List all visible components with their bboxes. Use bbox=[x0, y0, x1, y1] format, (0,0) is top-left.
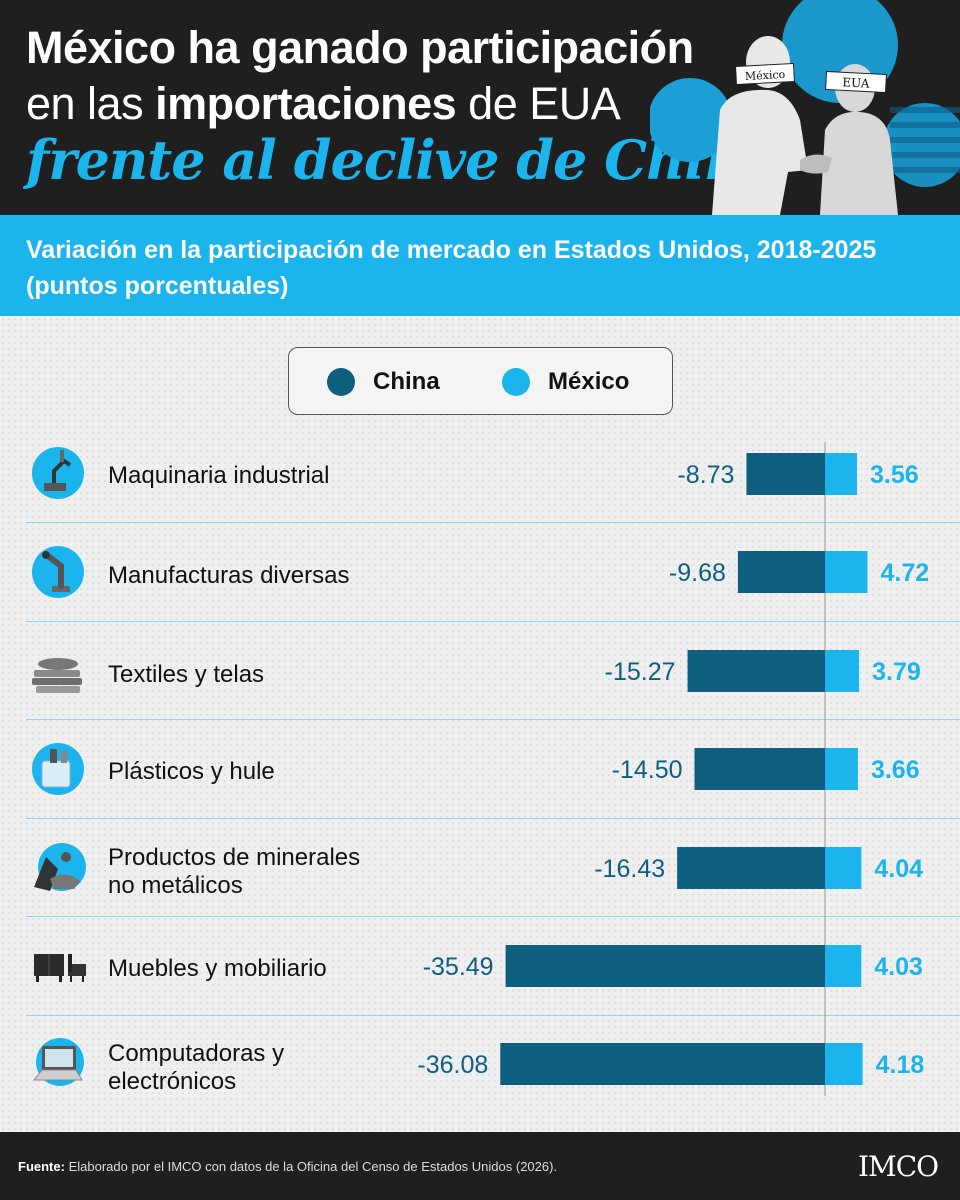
title-line-2: en las importaciones de EUA bbox=[26, 78, 621, 130]
title-line-2-bold: importaciones bbox=[155, 78, 457, 129]
tag-eua bbox=[825, 70, 887, 94]
handshake-photo: México EUA bbox=[650, 0, 960, 215]
data-label-china: -16.43 bbox=[594, 855, 665, 883]
data-label-china: -15.27 bbox=[605, 658, 676, 686]
category-label: Textiles y telas bbox=[108, 661, 265, 688]
legend-item-mexico: México bbox=[502, 367, 629, 397]
category-label: Computadoras y electrónicos bbox=[108, 1040, 284, 1096]
data-label-china: -35.49 bbox=[423, 953, 494, 981]
title-line-2-pre: en las bbox=[26, 78, 156, 129]
row-divider bbox=[26, 621, 960, 622]
bar-mexico bbox=[825, 453, 858, 495]
category-label-line-2: electrónicos bbox=[108, 1068, 237, 1095]
data-label-mexico: 3.66 bbox=[871, 756, 920, 784]
bar-china bbox=[505, 945, 825, 987]
data-label-mexico: 4.18 bbox=[876, 1051, 925, 1079]
chart-area: China México Maquinaria industrial Manuf… bbox=[0, 316, 960, 1132]
category-label: Productos de minerales no metálicos bbox=[108, 844, 360, 900]
data-label-china: -14.50 bbox=[612, 756, 683, 784]
bar-mexico bbox=[825, 650, 860, 692]
category-label: Plásticos y hule bbox=[108, 758, 275, 785]
folded-fabric-icon bbox=[32, 658, 82, 693]
bar-mexico bbox=[825, 748, 858, 790]
usa-flag-blob bbox=[883, 103, 960, 187]
row-divider bbox=[26, 522, 960, 523]
title-line-1: México ha ganado participación bbox=[26, 22, 694, 73]
category-label-line-1: Productos de minerales bbox=[108, 844, 361, 871]
tag-mexico bbox=[735, 62, 795, 86]
data-label-china: -8.73 bbox=[677, 461, 734, 489]
title-line-3: frente al declive de China bbox=[26, 128, 777, 192]
legend-label-mexico: México bbox=[548, 368, 630, 395]
category-label-line-2: no metálicos bbox=[108, 872, 243, 899]
bar-china bbox=[694, 748, 825, 790]
furniture-icon bbox=[34, 954, 86, 982]
mexico-flag-blob bbox=[650, 78, 732, 162]
row-divider bbox=[26, 1015, 960, 1016]
bar-mexico bbox=[825, 847, 862, 889]
row-divider bbox=[26, 818, 960, 819]
row-divider bbox=[26, 916, 960, 917]
bar-mexico bbox=[825, 551, 868, 593]
category-label-line-1: Computadoras y bbox=[108, 1040, 285, 1067]
data-label-mexico: 3.79 bbox=[872, 658, 921, 686]
bar-china bbox=[500, 1043, 825, 1085]
row-divider bbox=[26, 719, 960, 720]
legend-label-china: China bbox=[373, 368, 440, 395]
subtitle-band: Variación en la participación de mercado… bbox=[0, 215, 960, 316]
bar-china bbox=[687, 650, 825, 692]
robot-arm-icon bbox=[32, 546, 84, 598]
legend: China México bbox=[288, 347, 673, 415]
minerals-icon bbox=[34, 843, 86, 891]
bar-chart: -8.73 3.56 -9.68 4.72 -15.27 3.79 -14.50 3.66 -1… bbox=[417, 442, 929, 1096]
plastic-containers-icon bbox=[32, 743, 84, 795]
bar-china bbox=[677, 847, 825, 889]
category-label: Muebles y mobiliario bbox=[108, 955, 327, 982]
source-label: Fuente: bbox=[18, 1159, 65, 1174]
legend-item-china: China bbox=[327, 367, 440, 397]
category-label: Manufacturas diversas bbox=[108, 562, 350, 589]
source-note: Fuente: Elaborado por el IMCO con datos … bbox=[18, 1159, 557, 1174]
data-label-china: -36.08 bbox=[417, 1051, 488, 1079]
header: México ha ganado participación en las im… bbox=[0, 0, 960, 215]
bar-mexico bbox=[825, 945, 862, 987]
source-text: Elaborado por el IMCO con datos de la Of… bbox=[64, 1159, 558, 1174]
tag-eua-label: EUA bbox=[842, 75, 870, 90]
bar-china bbox=[737, 551, 825, 593]
tag-mexico-label: México bbox=[745, 68, 786, 83]
laptop-icon bbox=[32, 1038, 84, 1086]
bar-mexico bbox=[825, 1043, 863, 1085]
category-label: Maquinaria industrial bbox=[108, 462, 330, 489]
industrial-robot-arm-icon bbox=[32, 447, 84, 499]
data-label-mexico: 4.03 bbox=[874, 953, 923, 981]
data-label-mexico: 3.56 bbox=[870, 461, 919, 489]
data-label-mexico: 4.04 bbox=[874, 855, 923, 883]
legend-dot-china bbox=[327, 368, 355, 396]
bar-china bbox=[746, 453, 825, 495]
title-line-2-post: de EUA bbox=[456, 78, 621, 129]
footer: Fuente: Elaborado por el IMCO con datos … bbox=[0, 1132, 960, 1200]
imco-logo: IMCO bbox=[858, 1150, 939, 1183]
data-label-china: -9.68 bbox=[669, 559, 726, 587]
legend-dot-mexico bbox=[502, 368, 530, 396]
data-label-mexico: 4.72 bbox=[880, 559, 929, 587]
chart-subtitle: Variación en la participación de mercado… bbox=[26, 236, 877, 300]
